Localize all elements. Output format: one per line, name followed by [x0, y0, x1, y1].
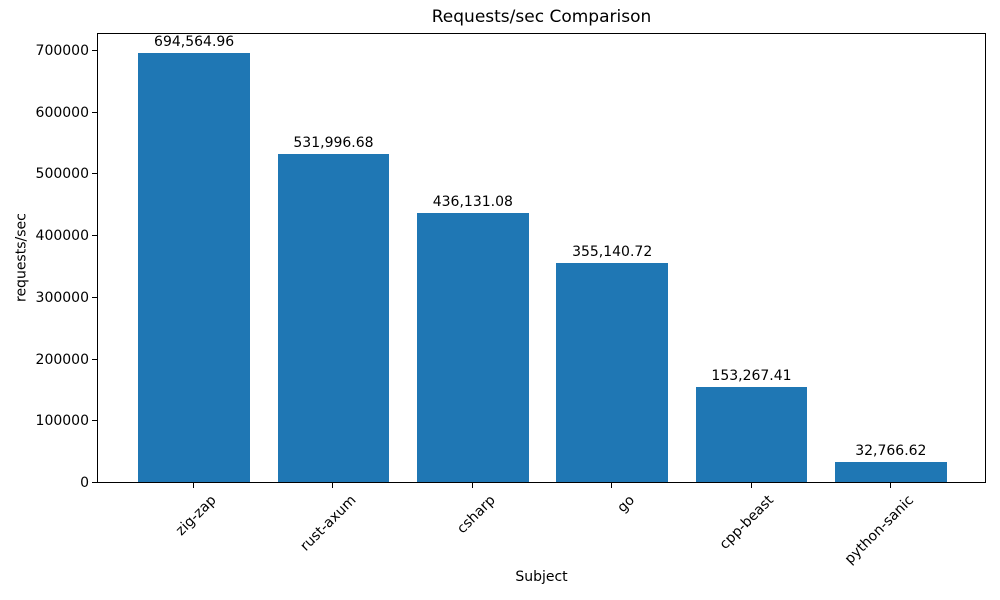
y-tick-label: 500000: [35, 166, 89, 183]
x-tick-mark: [193, 483, 195, 488]
bar-value-label: 531,996.68: [293, 134, 374, 151]
x-tick-label-cpp-beast: cpp-beast: [716, 492, 778, 553]
bar-cpp-beast: [695, 387, 808, 482]
x-tick-mark: [750, 483, 752, 488]
bar-go: [556, 262, 668, 482]
y-tick-label: 200000: [35, 351, 89, 368]
y-tick-label: 700000: [35, 43, 89, 60]
y-tick-label: 400000: [35, 228, 89, 245]
x-tick-label-go: go: [614, 492, 638, 516]
x-tick-label-zig-zap: zig-zap: [173, 492, 220, 539]
x-tick-mark: [332, 483, 334, 488]
y-tick-mark: [92, 50, 97, 52]
bar-value-label: 153,267.41: [711, 368, 792, 385]
x-tick-mark: [611, 483, 613, 488]
y-tick-mark: [92, 482, 97, 483]
bar-csharp: [417, 212, 529, 482]
x-tick-label-csharp: csharp: [453, 492, 499, 537]
bar-value-label: 436,131.08: [432, 193, 513, 210]
y-tick-label: 300000: [35, 289, 89, 306]
bar-rust-axum: [277, 153, 390, 482]
y-tick-mark: [92, 235, 97, 237]
y-tick-mark: [92, 420, 97, 422]
y-tick-mark: [92, 111, 97, 113]
x-axis-label: Subject: [515, 569, 568, 585]
y-tick-mark: [92, 296, 97, 298]
x-tick-label-rust-axum: rust-axum: [296, 492, 360, 555]
y-tick-label: 600000: [35, 104, 89, 121]
x-tick-label-python-sanic: python-sanic: [841, 492, 917, 568]
bar-zig-zap: [138, 53, 250, 482]
y-tick-label: 100000: [35, 413, 89, 430]
x-tick-mark: [889, 483, 891, 488]
bar-value-label: 355,140.72: [572, 243, 653, 260]
bar-value-label: 694,564.96: [154, 34, 235, 51]
y-axis-label: requests/sec: [13, 213, 30, 303]
bar-value-label: 32,766.62: [855, 442, 927, 459]
chart-title: Requests/sec Comparison: [431, 7, 652, 27]
bar-python-sanic: [835, 461, 947, 482]
y-tick-mark: [92, 358, 97, 360]
y-tick-label: 0: [80, 475, 89, 491]
x-tick-mark: [471, 483, 473, 488]
y-tick-mark: [92, 173, 97, 175]
plot-area: 694,564.96 531,996.68 436,131.08 355,140.72…: [97, 33, 986, 483]
